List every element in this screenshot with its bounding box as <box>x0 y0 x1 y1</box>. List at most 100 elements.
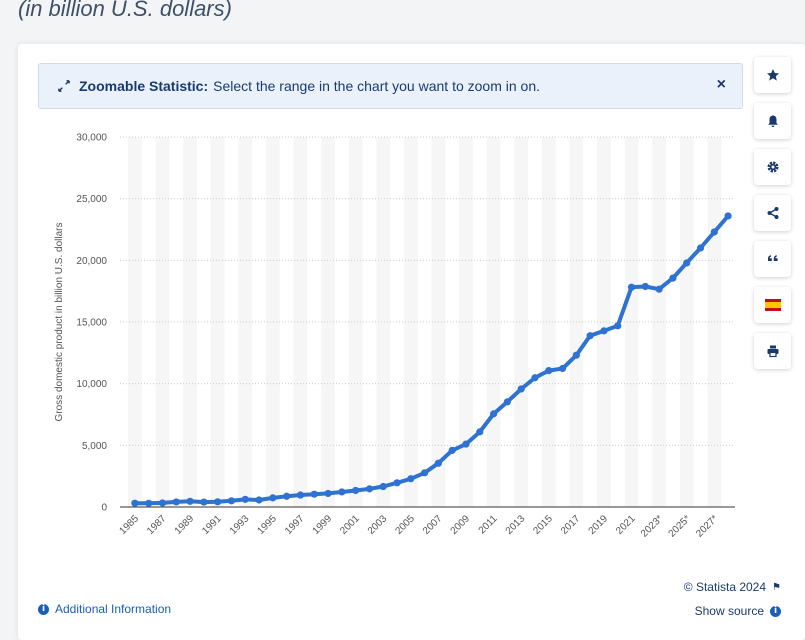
data-point[interactable] <box>655 285 663 293</box>
zoom-banner: Zoomable Statistic: Select the range in … <box>38 63 743 109</box>
x-tick-label: 1985 <box>118 513 142 537</box>
data-point[interactable] <box>710 228 718 236</box>
data-point[interactable] <box>669 274 677 282</box>
data-point[interactable] <box>421 469 429 477</box>
data-point[interactable] <box>241 495 249 503</box>
data-point[interactable] <box>558 364 567 373</box>
chart-gridlines <box>120 136 735 508</box>
quote-icon <box>767 255 778 261</box>
chart-band <box>348 137 363 507</box>
notification-button[interactable] <box>754 103 791 139</box>
data-point[interactable] <box>448 446 456 454</box>
data-point[interactable] <box>545 366 553 375</box>
data-point[interactable] <box>393 479 401 487</box>
data-point[interactable] <box>172 498 180 506</box>
data-point[interactable] <box>572 351 580 359</box>
share-button[interactable] <box>754 195 791 231</box>
additional-info-link[interactable]: i Additional Information <box>38 602 171 616</box>
chart-band <box>238 137 253 507</box>
y-tick-label: 15,000 <box>76 318 107 329</box>
data-point[interactable] <box>379 482 387 491</box>
settings-button[interactable] <box>754 149 791 185</box>
data-point[interactable] <box>641 282 649 291</box>
data-point[interactable] <box>476 428 484 436</box>
data-point[interactable] <box>324 489 332 498</box>
print-button[interactable] <box>754 333 791 369</box>
data-point[interactable] <box>338 488 346 496</box>
chart-band <box>403 137 418 507</box>
print-icon <box>767 345 778 358</box>
chart-subtitle: (in billion U.S. dollars) <box>18 0 232 21</box>
x-tick-label: 2003 <box>366 513 390 537</box>
x-tick-label: 1997 <box>283 513 307 537</box>
close-icon[interactable]: × <box>716 76 726 93</box>
chart-band <box>679 137 694 507</box>
y-tick-label: 5,000 <box>82 441 107 452</box>
x-tick-label: 1993 <box>228 513 252 537</box>
cite-button[interactable] <box>754 241 791 277</box>
source-info-icon: i <box>770 605 781 617</box>
favorite-button[interactable] <box>754 57 791 93</box>
data-point[interactable] <box>269 494 277 502</box>
show-source-link[interactable]: Show source i <box>695 604 781 618</box>
x-tick-label: 2017 <box>559 513 583 537</box>
copyright-link[interactable]: © Statista 2024 ⚑ <box>684 580 781 594</box>
data-point[interactable] <box>352 486 360 495</box>
x-tick-label: 1987 <box>145 513 169 537</box>
y-tick-label: 0 <box>101 503 107 514</box>
data-point[interactable] <box>627 283 636 291</box>
data-point[interactable] <box>186 497 194 505</box>
chart-band <box>321 137 335 507</box>
data-point[interactable] <box>296 491 305 499</box>
spain-flag-icon <box>764 299 781 311</box>
x-tick-label: 2015 <box>531 513 555 537</box>
data-point[interactable] <box>227 497 236 505</box>
x-tick-label: 2025* <box>667 513 693 539</box>
x-tick-label: 2005 <box>393 513 417 537</box>
data-point[interactable] <box>200 498 208 506</box>
data-point[interactable] <box>365 485 374 493</box>
data-point[interactable] <box>586 332 594 340</box>
data-point[interactable] <box>283 492 291 500</box>
chart-band <box>376 137 391 507</box>
data-point[interactable] <box>600 327 608 335</box>
data-point[interactable] <box>255 496 263 504</box>
x-tick-label: 2011 <box>477 513 500 536</box>
y-tick-label: 25,000 <box>76 194 107 205</box>
chart-band <box>541 137 556 507</box>
language-button[interactable] <box>754 287 791 323</box>
data-point[interactable] <box>131 499 139 507</box>
gdp-data-points <box>131 212 732 507</box>
data-point[interactable] <box>531 374 539 382</box>
y-tick-label: 10,000 <box>76 379 107 390</box>
data-point[interactable] <box>696 244 705 252</box>
chart-band <box>128 137 142 507</box>
x-tick-label: 2009 <box>449 513 473 537</box>
gear-icon <box>767 161 778 173</box>
data-point[interactable] <box>407 475 415 483</box>
data-point[interactable] <box>724 212 732 220</box>
data-point[interactable] <box>158 499 167 507</box>
data-point[interactable] <box>462 440 470 448</box>
data-point[interactable] <box>489 410 498 418</box>
banner-title: Zoomable Statistic: <box>79 78 209 94</box>
data-point[interactable] <box>145 499 153 507</box>
x-tick-label: 2021 <box>614 513 638 537</box>
star-icon <box>766 69 779 81</box>
x-tick-label: 1999 <box>311 513 335 537</box>
chart-band <box>514 137 529 507</box>
show-source-label: Show source <box>694 604 764 618</box>
data-point[interactable] <box>517 385 525 393</box>
data-point[interactable] <box>614 322 622 330</box>
x-tick-label: 2001 <box>338 513 362 537</box>
data-point[interactable] <box>310 490 318 498</box>
data-point[interactable] <box>503 398 511 406</box>
x-tick-label: 2013 <box>504 513 528 537</box>
y-tick-label: 30,000 <box>76 133 107 144</box>
data-point[interactable] <box>683 259 691 267</box>
chart-band <box>652 137 667 507</box>
data-point[interactable] <box>434 459 442 467</box>
additional-info-label: Additional Information <box>55 602 172 616</box>
data-point[interactable] <box>214 498 222 506</box>
